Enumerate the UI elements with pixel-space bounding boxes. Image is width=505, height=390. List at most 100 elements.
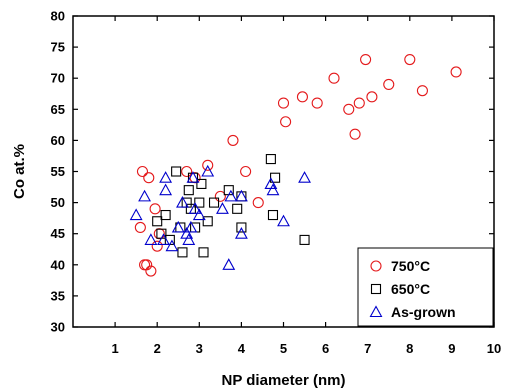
data-point (224, 189, 238, 202)
data-point (360, 53, 372, 66)
y-tick-label: 80 (51, 9, 65, 24)
data-point (216, 202, 229, 214)
data-point (181, 165, 193, 178)
data-point (311, 97, 323, 109)
series-square (152, 154, 310, 258)
data-point (139, 259, 151, 271)
data-point (145, 265, 157, 277)
data-point (202, 159, 214, 171)
x-axis-title: NP diameter (nm) (222, 372, 346, 389)
legend-label: 650°C (391, 281, 430, 297)
legend-marker (369, 305, 383, 318)
data-point (202, 216, 213, 227)
data-point (227, 134, 239, 146)
legend-marker (370, 260, 382, 272)
legend-items: 750°C 650°C As-grown (369, 258, 456, 320)
data-point (171, 166, 182, 177)
data-point (153, 228, 165, 240)
data-point (160, 209, 171, 221)
data-point (196, 178, 207, 189)
x-tick-label: 1 (111, 341, 118, 356)
data-point (343, 103, 355, 115)
data-point (277, 97, 290, 109)
data-point (183, 185, 194, 196)
data-point (349, 128, 361, 140)
data-point (234, 189, 248, 202)
x-tick-label: 4 (238, 341, 246, 356)
legend-label: As-grown (391, 304, 456, 320)
data-point (129, 208, 143, 221)
x-tick-label: 3 (196, 341, 203, 356)
data-point (159, 183, 173, 196)
data-point (152, 216, 163, 227)
series-triangle (129, 164, 311, 270)
data-point (328, 72, 340, 84)
data-point (450, 66, 462, 78)
data-point (171, 220, 185, 233)
data-point (234, 227, 248, 239)
data-point (186, 171, 200, 183)
y-axis: 30 35 40 45 50 55 60 65 70 75 80 (51, 9, 494, 335)
data-point (252, 197, 264, 209)
y-tick-label: 30 (51, 320, 65, 335)
data-point (201, 164, 215, 177)
x-tick-label: 10 (487, 341, 501, 356)
data-point (176, 195, 189, 208)
data-point (157, 233, 170, 245)
y-tick-label: 75 (51, 40, 65, 55)
y-tick-label: 50 (51, 195, 65, 210)
data-point (165, 239, 179, 252)
data-point (134, 221, 146, 234)
x-tick-label: 8 (406, 341, 413, 356)
y-tick-label: 45 (51, 226, 65, 241)
legend-label: 750°C (391, 258, 430, 274)
data-point (366, 91, 378, 103)
data-point (136, 165, 149, 178)
x-tick-label: 6 (322, 341, 329, 356)
data-point (214, 190, 226, 202)
x-axis: 1 2 3 4 5 6 7 8 9 10 (111, 16, 501, 356)
data-point (143, 172, 155, 184)
data-point (416, 85, 428, 97)
data-point (266, 183, 280, 196)
data-points (129, 53, 462, 277)
data-point (232, 203, 243, 214)
data-point (404, 53, 416, 66)
data-point (299, 234, 310, 245)
data-point (184, 220, 198, 233)
data-point (296, 91, 308, 103)
x-tick-label: 7 (364, 341, 371, 356)
legend-marker (370, 283, 382, 295)
data-point (149, 203, 161, 215)
data-point (151, 240, 163, 252)
data-point (236, 222, 247, 233)
y-axis-title: Co at.% (11, 144, 28, 199)
y-tick-label: 55 (51, 164, 65, 179)
data-point (198, 247, 209, 258)
y-tick-label: 40 (51, 257, 65, 272)
data-point (208, 197, 220, 208)
data-point (270, 172, 281, 183)
data-point (138, 189, 152, 202)
y-tick-label: 60 (51, 133, 65, 148)
data-point (222, 258, 236, 270)
data-point (182, 233, 196, 245)
legend: 750°C 650°C As-grown (357, 247, 494, 327)
data-point (353, 97, 365, 109)
data-point (192, 208, 206, 221)
data-point (383, 78, 395, 90)
x-tick-label: 9 (448, 341, 455, 356)
data-point (141, 259, 153, 271)
data-point (144, 233, 158, 245)
x-tick-label: 2 (154, 341, 161, 356)
data-point (188, 202, 202, 214)
y-tick-label: 70 (51, 71, 65, 86)
x-tick-label: 5 (280, 341, 287, 356)
data-point (265, 154, 276, 165)
data-point (298, 171, 311, 183)
series-circle (134, 53, 462, 277)
y-tick-label: 65 (51, 102, 65, 117)
data-point (277, 214, 290, 227)
data-point (159, 171, 173, 183)
data-point (194, 197, 205, 208)
